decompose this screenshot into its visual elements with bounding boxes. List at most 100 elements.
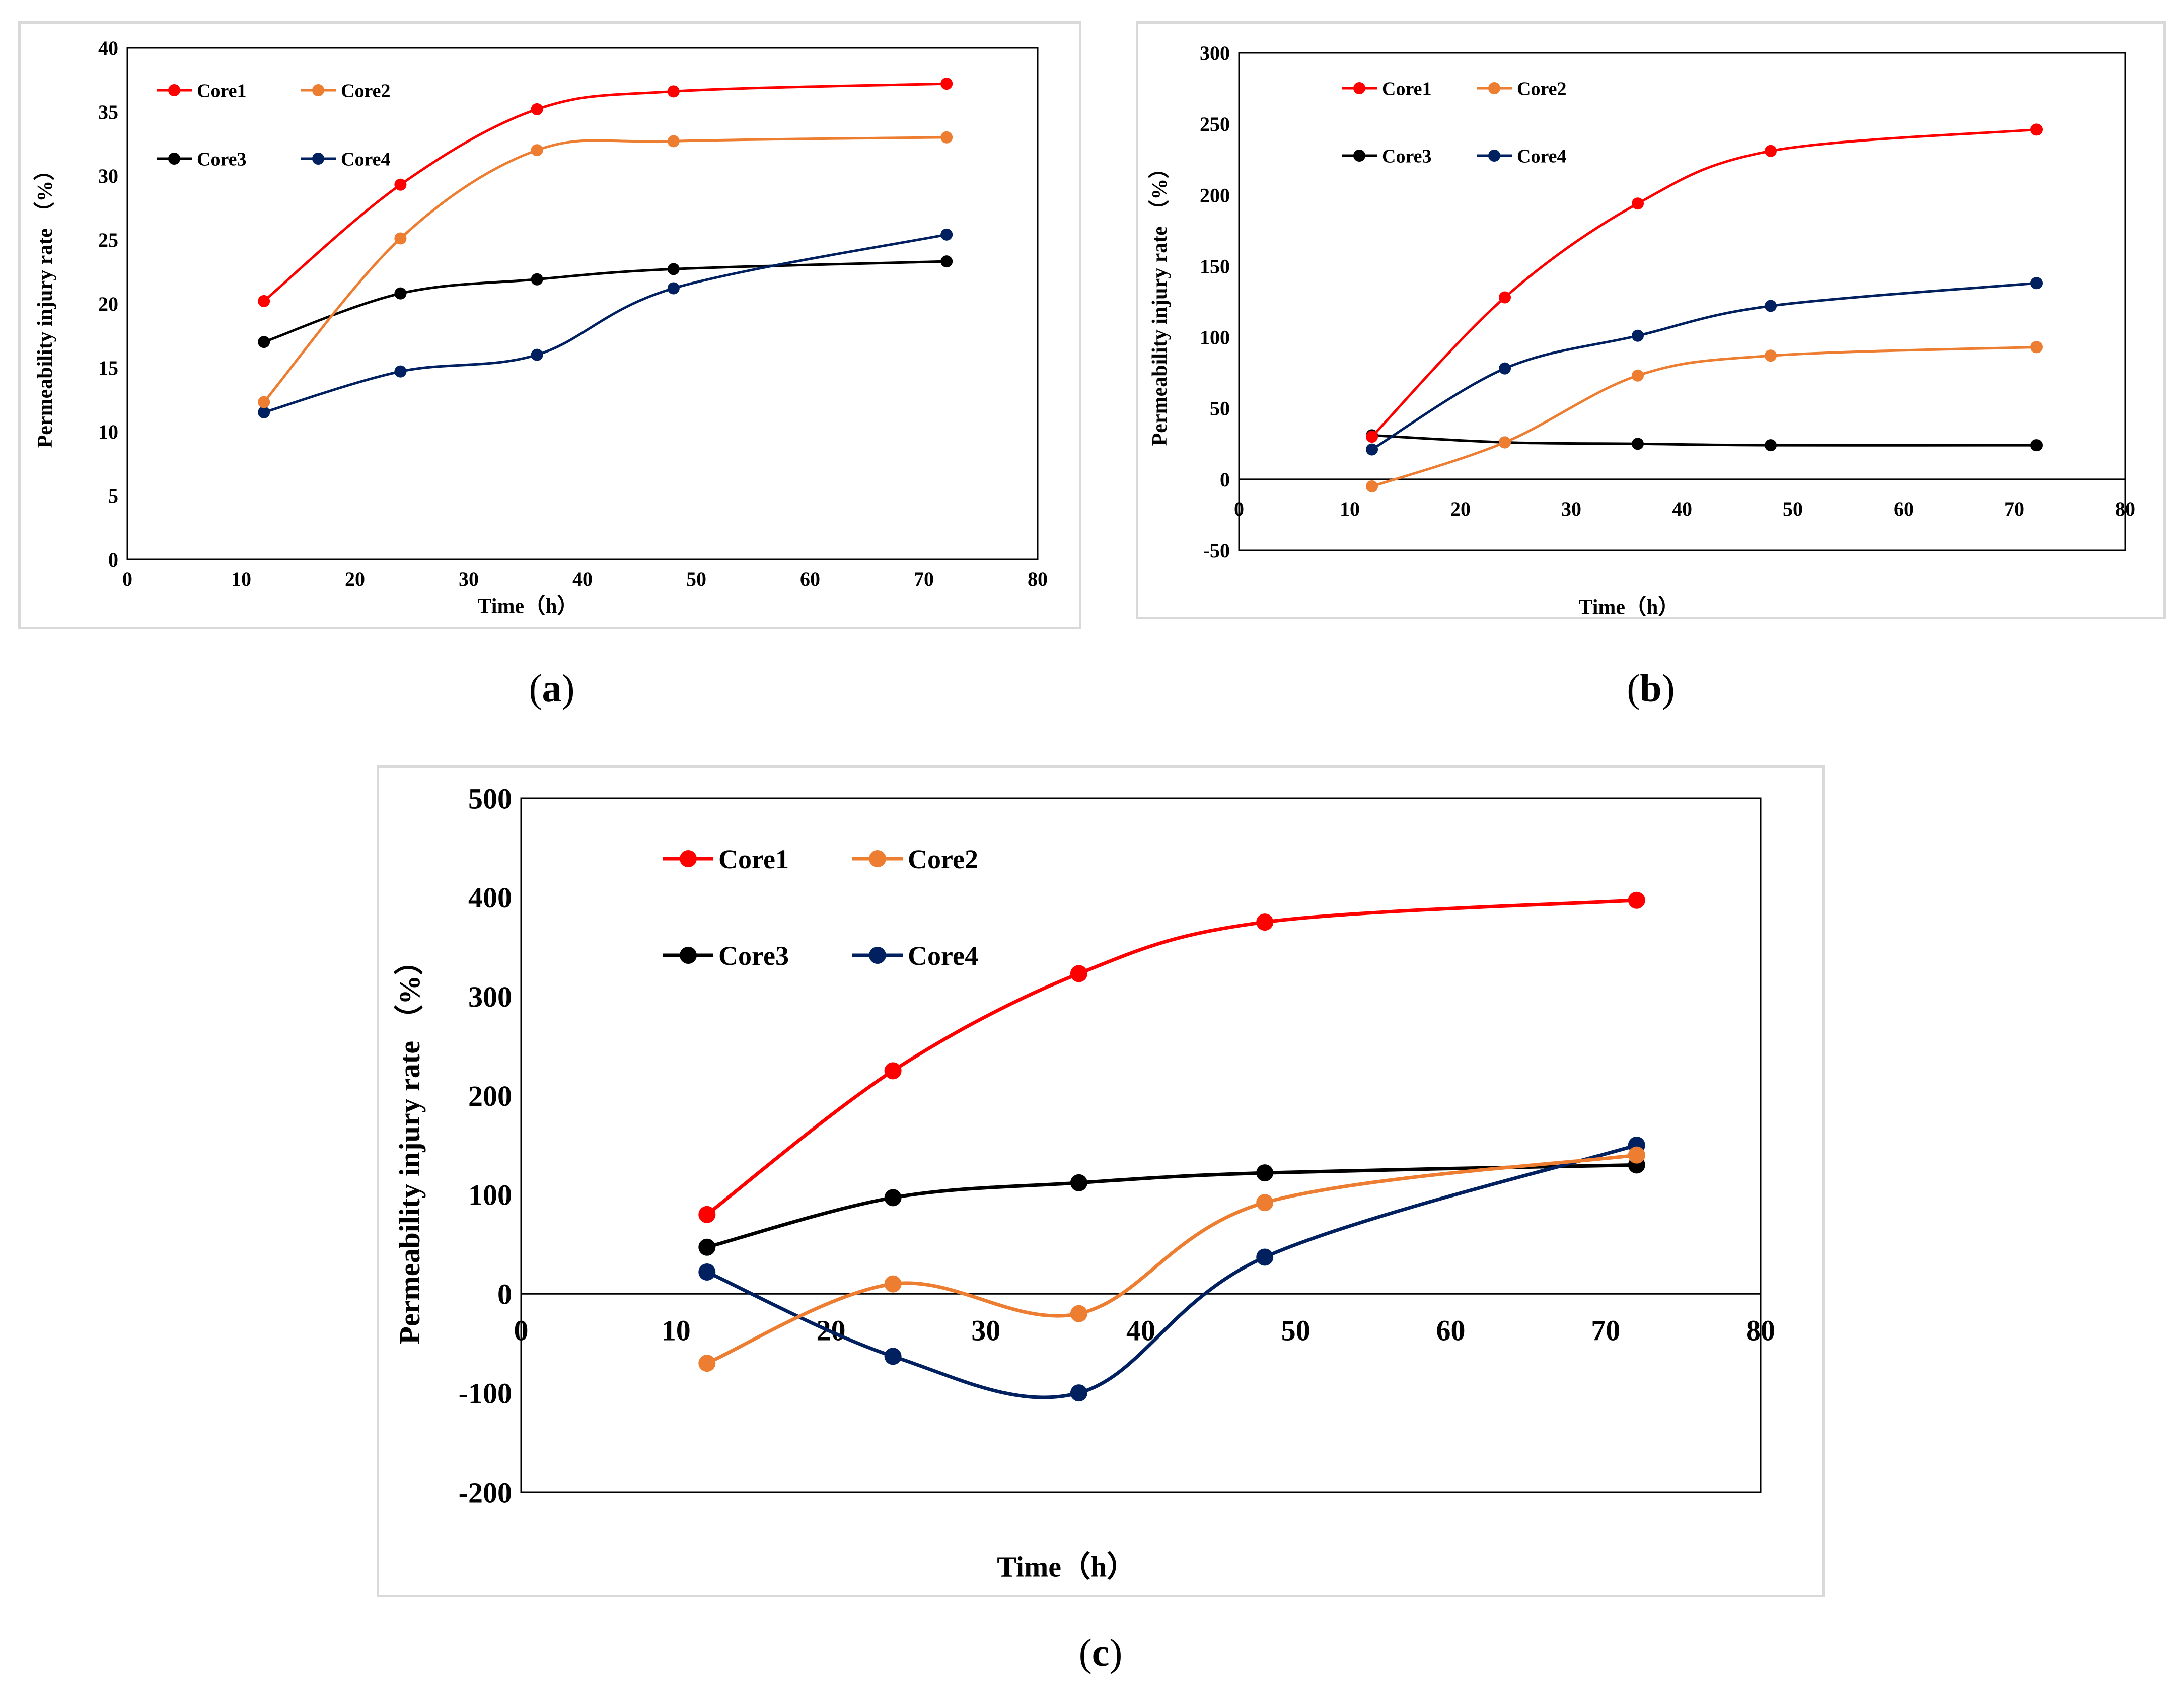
legend-label-core3: Core3: [718, 941, 789, 971]
legend-swatch-marker: [168, 153, 180, 165]
x-tick-label: 0: [122, 568, 132, 590]
data-point-core1: [1256, 913, 1274, 931]
data-point-core4: [258, 406, 270, 418]
legend-swatch-marker: [312, 84, 324, 96]
legend-swatch-marker: [168, 84, 180, 96]
y-tick-label: 300: [468, 980, 512, 1013]
chart-panel-a: 0 5 10 15 20 25 30 35 40 0 10 20 30 40 50 60 70 80 Time（h）…: [18, 21, 1081, 629]
y-tick-label: 200: [1200, 184, 1230, 206]
data-point-core2: [884, 1275, 902, 1293]
legend-swatch-marker: [1488, 150, 1500, 162]
y-tick-label: 100: [468, 1179, 512, 1212]
data-point-core2: [394, 232, 407, 245]
y-tick-label: 0: [497, 1278, 512, 1311]
series-line-core3: [706, 1163, 1637, 1249]
chart-a-svg: 0 5 10 15 20 25 30 35 40 0 10 20 30 40 50 60 70 80 Time（h）…: [33, 37, 1048, 618]
data-point-core4: [1632, 329, 1644, 342]
series-line-core3: [263, 260, 947, 343]
y-tick-label: 0: [108, 548, 118, 571]
series-line-core2: [1371, 345, 2037, 488]
legend-swatch-marker: [312, 153, 324, 165]
data-point-core2: [258, 396, 270, 408]
data-point-core4: [1256, 1248, 1274, 1266]
data-point-core2: [1628, 1146, 1645, 1164]
y-axis-title: Permeability injury rate （%）: [33, 160, 57, 448]
data-point-core2: [1070, 1305, 1087, 1322]
x-tick-label: 40: [1672, 498, 1692, 520]
data-point-core2: [1765, 349, 1777, 362]
x-tick-label: 0: [1234, 498, 1244, 520]
data-point-core3: [698, 1238, 716, 1256]
data-point-core4: [698, 1263, 716, 1281]
y-tick-label: 0: [1220, 468, 1230, 491]
data-point-core4: [1499, 362, 1511, 375]
data-point-core4: [884, 1348, 902, 1365]
y-tick-label: 300: [1200, 42, 1230, 64]
x-tick-label: 30: [1561, 498, 1581, 520]
data-point-core1: [1765, 145, 1777, 157]
data-point-core4: [394, 365, 407, 378]
legend-swatch-marker: [680, 850, 697, 867]
data-point-core4: [2030, 277, 2043, 290]
caption-b-letter: b: [1640, 666, 1662, 710]
chart-panel-c: -200 -100 0 100 200 300 400 500 0 10 20 30 40 50 60 70 8…: [377, 765, 1825, 1597]
x-tick-label: 60: [1894, 498, 1914, 520]
data-point-core3: [1070, 1174, 1087, 1191]
data-point-core4: [1765, 300, 1777, 312]
legend-label-core4: Core4: [1517, 146, 1567, 167]
data-point-core3: [1256, 1164, 1274, 1182]
series-line-core1: [706, 898, 1637, 1216]
x-tick-label: 10: [1340, 498, 1360, 520]
legend-label-core3: Core3: [1382, 146, 1432, 167]
legend-swatch-marker: [1488, 82, 1500, 94]
y-tick-label: 250: [1200, 113, 1230, 135]
data-point-core1: [394, 178, 407, 191]
series-line-core1: [1371, 128, 2037, 438]
data-point-core2: [1366, 480, 1378, 492]
y-tick-label: 500: [468, 782, 512, 815]
plot-area-frame: [1238, 52, 2126, 551]
caption-c: (c): [1078, 1631, 1123, 1674]
legend-label-core2: Core2: [1517, 78, 1567, 99]
data-point-core1: [667, 85, 680, 98]
data-point-core1: [1499, 291, 1511, 304]
y-tick-label: 10: [98, 420, 118, 443]
y-tick-label: 40: [98, 37, 118, 59]
data-point-core4: [667, 282, 680, 295]
y-tick-label: 35: [98, 101, 118, 123]
y-tick-label: 20: [98, 293, 118, 315]
data-point-core2: [1632, 369, 1644, 382]
y-tick-label: -50: [1203, 539, 1230, 562]
x-tick-label: 60: [800, 568, 820, 590]
y-tick-label: 400: [468, 881, 512, 914]
y-axis-title: Permeability injury rate （%）: [393, 946, 426, 1345]
y-tick-label: 100: [1200, 326, 1230, 349]
x-axis-title: Time（h）: [997, 1550, 1136, 1583]
series-line-core1: [263, 82, 947, 302]
y-tick-label: 5: [108, 484, 118, 507]
x-tick-label: 0: [514, 1314, 529, 1347]
data-point-core4: [531, 348, 543, 361]
x-tick-label: 40: [1126, 1314, 1155, 1347]
x-tick-label: 70: [2004, 498, 2024, 520]
x-tick-label: 50: [1281, 1314, 1311, 1347]
legend-swatch-marker: [680, 947, 697, 964]
data-point-core2: [1256, 1194, 1274, 1212]
x-axis-title: Time（h）: [1578, 596, 1679, 619]
x-tick-label: 30: [971, 1314, 1000, 1347]
legend-label-core1: Core1: [718, 844, 789, 874]
legend-label-core1: Core1: [1382, 78, 1432, 99]
data-point-core3: [394, 287, 407, 300]
caption-a: (a): [529, 666, 575, 710]
data-point-core1: [1628, 891, 1645, 909]
legend-label-core2: Core2: [908, 844, 978, 874]
x-tick-label: 20: [345, 568, 365, 590]
data-point-core2: [1499, 436, 1511, 449]
data-point-core1: [2030, 123, 2043, 136]
data-point-core3: [884, 1189, 902, 1207]
series-line-core3: [1371, 434, 2037, 447]
data-point-core1: [531, 103, 543, 115]
data-point-core3: [2030, 439, 2043, 452]
